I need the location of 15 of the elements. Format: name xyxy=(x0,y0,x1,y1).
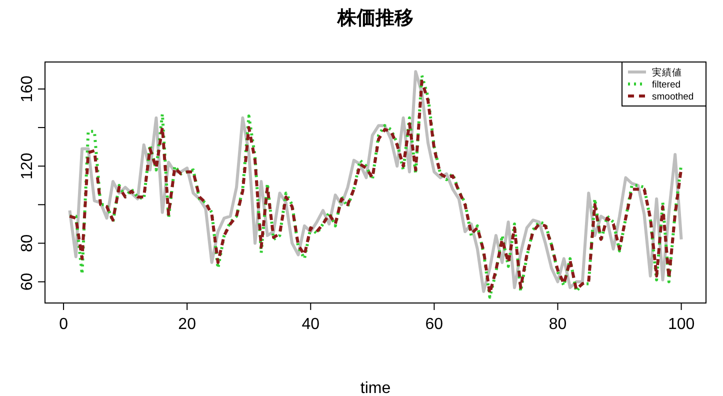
x-axis-title: time xyxy=(360,380,391,396)
x-tick-label: 80 xyxy=(548,316,567,333)
x-tick-label: 40 xyxy=(302,316,320,333)
legend-label: 実績値 xyxy=(652,66,682,78)
chart-title: 株価推移 xyxy=(336,7,414,29)
x-tick-label: 0 xyxy=(59,316,68,333)
legend-label: smoothed xyxy=(652,92,694,102)
y-tick-label: 120 xyxy=(19,152,36,180)
y-tick-label: 60 xyxy=(19,272,36,291)
legend-label: filtered xyxy=(652,80,681,90)
x-tick-label: 20 xyxy=(178,316,196,333)
y-tick-label: 80 xyxy=(19,234,36,252)
y-tick-label: 160 xyxy=(19,76,36,102)
x-tick-label: 100 xyxy=(668,316,695,333)
x-tick-label: 60 xyxy=(425,316,444,333)
